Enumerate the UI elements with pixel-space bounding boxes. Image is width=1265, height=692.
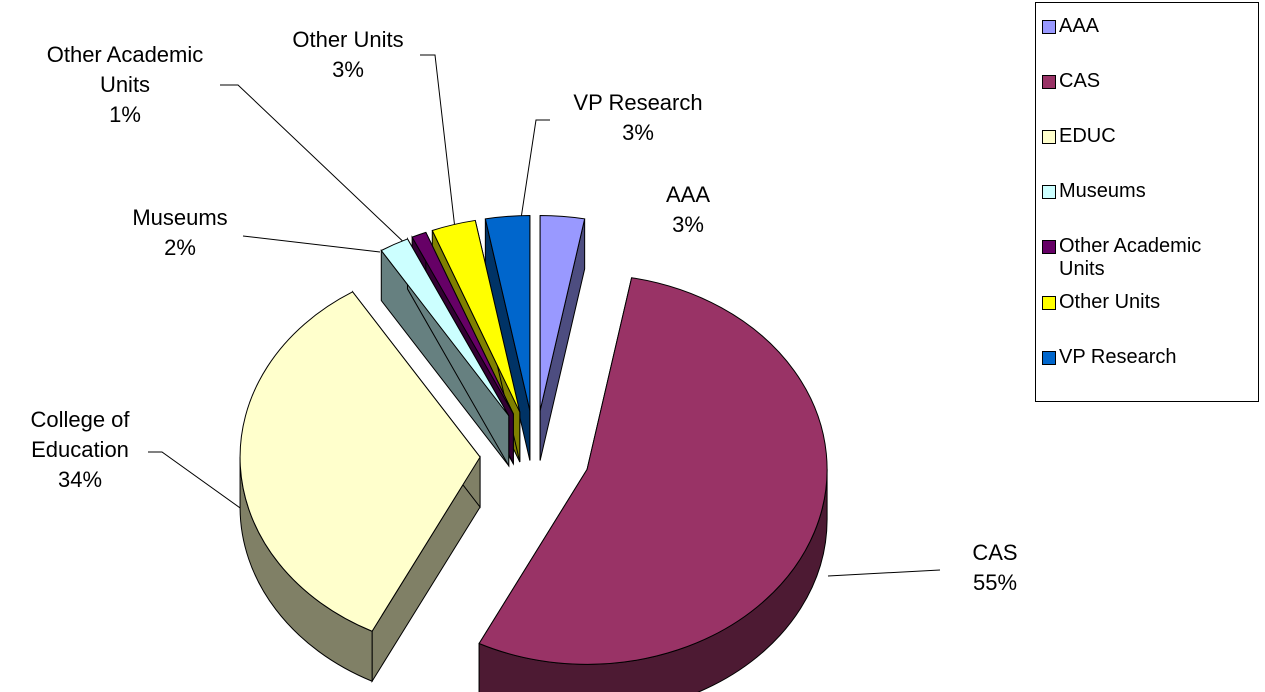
label-name: Other Academic Units: [46, 42, 204, 97]
legend-item: CAS: [1042, 70, 1242, 93]
legend-label: Other Academic Units: [1059, 235, 1202, 280]
label-name: AAA: [665, 182, 711, 207]
slice: [539, 215, 586, 411]
leader-line: [148, 451, 244, 511]
label-name: VP Research: [573, 90, 703, 115]
label-name: CAS: [972, 540, 1018, 565]
data-label: CAS 55%: [935, 538, 1055, 598]
label-value: 34%: [57, 467, 103, 492]
label-value: 1%: [109, 102, 141, 127]
slice: [239, 291, 481, 632]
legend-label: AAA: [1059, 15, 1100, 37]
legend-swatch: [1042, 20, 1056, 34]
legend-label: Other Units: [1059, 291, 1161, 313]
label-name: Other Units: [292, 27, 404, 52]
legend-item: EDUC: [1042, 125, 1242, 148]
label-name: College of Education: [30, 407, 130, 462]
label-value: 3%: [332, 57, 364, 82]
label-value: 55%: [972, 570, 1018, 595]
leader-line: [220, 84, 413, 251]
legend: AAA CAS EDUC Museums Other Academic Units Oth…: [1035, 2, 1259, 402]
legend-item: Other Academic Units: [1042, 235, 1237, 281]
legend-label: CAS: [1059, 70, 1101, 92]
leader-line: [420, 54, 459, 256]
legend-item: Other Units: [1042, 291, 1242, 314]
legend-swatch: [1042, 296, 1056, 310]
data-label: Other Academic Units 1%: [30, 40, 220, 130]
slice: [380, 238, 510, 417]
data-label: AAA 3%: [628, 180, 748, 240]
slice: [484, 215, 531, 411]
leader-line: [514, 119, 550, 259]
pie: [239, 215, 828, 692]
leader-lines: [148, 54, 941, 577]
slice: [478, 277, 828, 665]
legend-label: VP Research: [1059, 346, 1177, 368]
legend-swatch: [1042, 185, 1056, 199]
label-value: 3%: [622, 120, 654, 145]
data-label: Other Units 3%: [263, 25, 433, 85]
label-value: 3%: [672, 212, 704, 237]
data-label: Museums 2%: [110, 203, 250, 263]
legend-label: EDUC: [1059, 125, 1116, 147]
leader-line: [242, 235, 381, 253]
leader-line: [827, 569, 941, 577]
legend-label: Museums: [1059, 180, 1146, 202]
data-label: VP Research 3%: [538, 88, 738, 148]
legend-swatch: [1042, 351, 1056, 365]
data-label: College of Education 34%: [10, 405, 150, 495]
label-value: 2%: [164, 235, 196, 260]
legend-swatch: [1042, 75, 1056, 89]
legend-item: VP Research: [1042, 346, 1242, 369]
slice: [411, 231, 514, 415]
slice: [431, 219, 521, 413]
legend-item: Museums: [1042, 180, 1242, 203]
legend-item: AAA: [1042, 15, 1242, 38]
label-name: Museums: [132, 205, 228, 230]
legend-swatch: [1042, 240, 1056, 254]
legend-swatch: [1042, 130, 1056, 144]
